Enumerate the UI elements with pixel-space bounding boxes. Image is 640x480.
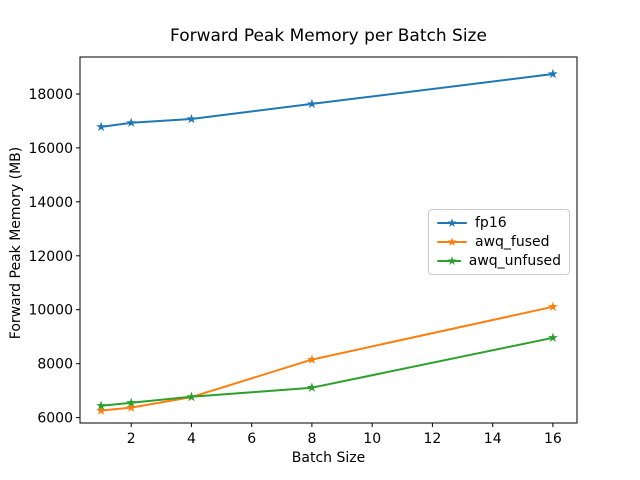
plot-frame xyxy=(79,56,578,424)
series-marker-fp16 xyxy=(306,98,317,109)
y-tick-label: 14000 xyxy=(28,195,73,211)
x-tick-label: 12 xyxy=(423,431,441,447)
legend-label: awq_fused xyxy=(475,234,550,250)
legend-sample-marker-fp16 xyxy=(447,218,457,227)
x-tick-label: 4 xyxy=(187,431,196,447)
series-marker-awq_unfused xyxy=(186,391,197,402)
series-marker-awq_unfused xyxy=(96,400,107,410)
series-line-awq_unfused xyxy=(100,336,554,407)
legend-line-sample xyxy=(437,256,461,265)
x-tick-label: 16 xyxy=(544,431,562,447)
y-tick-label: 6000 xyxy=(37,411,73,427)
series-marker-fp16 xyxy=(186,113,197,124)
x-tick-label: 2 xyxy=(127,431,136,447)
series-marker-awq_fused xyxy=(306,354,317,364)
series-marker-awq_unfused xyxy=(547,332,558,342)
series-marker-awq_fused xyxy=(96,405,107,415)
legend-sample-marker-awq_unfused xyxy=(447,256,457,265)
legend-item-awq-fused: awq_fused xyxy=(437,234,561,250)
legend-line-sample xyxy=(437,218,467,227)
legend-label: awq_unfused xyxy=(468,253,561,269)
y-tick-label: 12000 xyxy=(28,249,73,265)
series-marker-awq_fused xyxy=(126,402,137,412)
legend-line-sample xyxy=(437,237,467,246)
series-marker-fp16 xyxy=(547,68,558,79)
x-tick-label: 14 xyxy=(484,431,502,447)
series-line-awq_fused xyxy=(100,305,554,412)
chart-title: Forward Peak Memory per Batch Size xyxy=(170,26,487,46)
x-tick-label: 6 xyxy=(247,431,256,447)
series-marker-awq_unfused xyxy=(126,397,137,407)
y-tick-label: 16000 xyxy=(28,141,73,157)
legend-item-fp16: fp16 xyxy=(437,215,561,231)
x-axis-label: Batch Size xyxy=(291,450,366,466)
series-marker-fp16 xyxy=(96,121,107,132)
legend-sample-marker-awq_fused xyxy=(447,237,457,246)
y-tick-label: 18000 xyxy=(28,87,73,103)
y-tick-label: 8000 xyxy=(37,357,73,373)
y-tick-label: 10000 xyxy=(28,303,73,319)
legend-label: fp16 xyxy=(475,215,507,231)
x-tick-label: 10 xyxy=(363,431,381,447)
series-marker-awq_fused xyxy=(547,301,558,311)
x-tick-label: 8 xyxy=(307,431,316,447)
legend: fp16 awq_fused awq_unfused xyxy=(428,209,570,275)
series-line-fp16 xyxy=(100,73,554,128)
series-marker-fp16 xyxy=(126,117,137,128)
legend-item-awq-unfused: awq_unfused xyxy=(437,253,561,269)
series-marker-awq_unfused xyxy=(306,382,317,392)
